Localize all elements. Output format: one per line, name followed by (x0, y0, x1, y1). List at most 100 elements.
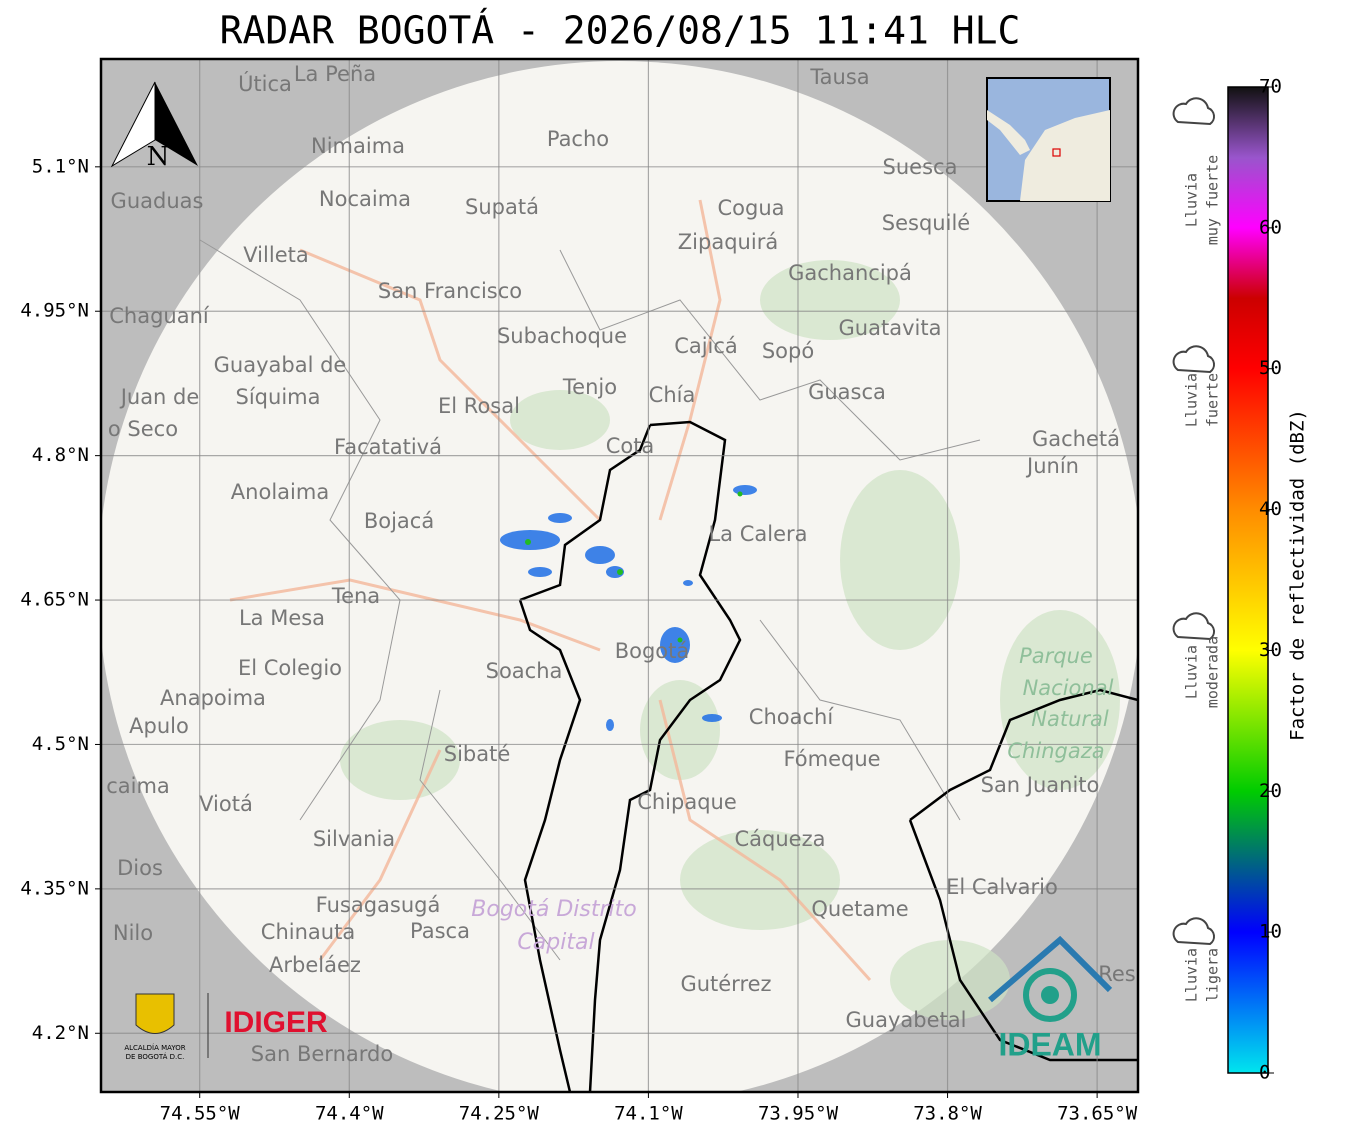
y-tick-label: 4.65°N (20, 589, 89, 611)
x-tick-label: 73.95°W (758, 1103, 839, 1125)
y-tick-label: 5.1°N (32, 155, 89, 177)
colorbar-tick-label: 70 (1259, 76, 1282, 98)
intensity-label: ligera (1204, 948, 1222, 1002)
place-label: Choachí (749, 705, 835, 729)
place-label: Silvania (313, 827, 395, 851)
logo-alcaldia: ALCALDÍA MAYOR DE BOGOTÁ D.C. (124, 993, 209, 1061)
place-label: Fusagasugá (316, 893, 441, 917)
place-label: Chipaque (637, 790, 737, 814)
place-label: Facatativá (334, 435, 442, 459)
place-label: o Seco (108, 417, 178, 441)
y-tick-label: 4.5°N (32, 733, 89, 755)
colorbar-ticks: 0 10 20 30 40 50 60 70 (1259, 76, 1282, 1084)
place-label: San Juanito (981, 773, 1100, 797)
grid (101, 59, 1138, 1092)
intensity-label: moderada (1204, 636, 1222, 708)
place-label: San Bernardo (251, 1042, 393, 1066)
place-label: Juan de (119, 385, 200, 409)
place-label: La Peña (294, 62, 376, 86)
radar-echoes-strong (525, 491, 743, 643)
x-tick-label: 73.65°W (1057, 1103, 1138, 1125)
weather-icon (1172, 97, 1215, 126)
colorbar-tick-label: 10 (1259, 921, 1282, 943)
place-label: Bojacá (364, 509, 434, 533)
x-tick-label: 74.25°W (459, 1103, 540, 1125)
north-arrow: N (110, 81, 198, 172)
place-label: Cáqueza (735, 827, 826, 851)
colorbar-tick-label: 20 (1259, 780, 1282, 802)
place-label: Anapoima (160, 686, 266, 710)
park-label: Natural (1031, 707, 1109, 731)
place-label: Tena (331, 584, 380, 608)
place-label: Zipaquirá (678, 230, 778, 254)
place-label: Bogotá (615, 639, 690, 663)
place-label: Sibaté (444, 742, 511, 766)
place-label: Tenjo (562, 375, 617, 399)
place-label: Junín (1025, 454, 1079, 478)
colorbar-tick-label: 0 (1259, 1062, 1270, 1084)
place-label: Guatavita (839, 316, 942, 340)
park-label: Chingaza (1007, 739, 1104, 763)
place-label: Útica (238, 71, 292, 96)
x-tick-label: 73.8°W (913, 1103, 982, 1125)
admin-boundaries (518, 420, 1138, 1092)
place-label: La Mesa (239, 606, 325, 630)
place-label: Viotá (199, 792, 253, 816)
ideam-text: IDEAM (998, 1026, 1101, 1062)
intensity-label: fuerte (1204, 373, 1222, 427)
place-label: Cajicá (674, 334, 738, 358)
intensity-label: Lluvia (1183, 373, 1201, 427)
place-label: Nocaima (319, 187, 411, 211)
place-label: Guasca (808, 380, 886, 404)
place-label: Chía (649, 383, 696, 407)
colorbar-tick-label: 50 (1259, 357, 1282, 379)
logo-idiger: IDIGER (224, 1006, 328, 1039)
weather-icon (1172, 917, 1215, 946)
place-label: Gutérrez (680, 972, 771, 996)
place-label: Guaduas (111, 189, 204, 213)
place-label: Cogua (717, 196, 784, 220)
district-label: Bogotá Distrito (471, 897, 636, 922)
x-tick-label: 74.55°W (160, 1103, 241, 1125)
logo-ideam: IDEAM (988, 935, 1113, 1062)
colorbar-tick-label: 40 (1259, 498, 1282, 520)
place-label: Dios (117, 856, 163, 880)
place-label: Sopó (762, 339, 814, 363)
place-label: El Rosal (438, 394, 520, 418)
map: Útica La Peña Tausa Pacho Nimaima Guaduas Noca… (101, 59, 1138, 1092)
place-label: Tausa (809, 65, 869, 89)
place-label: Cota (606, 434, 655, 458)
place-label: Chaguaní (109, 304, 210, 328)
place-label: Pasca (410, 919, 470, 943)
park-label: Parque (1019, 644, 1093, 668)
park-label: Nacional (1023, 676, 1114, 700)
intensity-label: Lluvia (1183, 948, 1201, 1002)
y-tick-label: 4.2°N (32, 1022, 89, 1044)
place-label: Sesquilé (882, 211, 970, 235)
colorbar-label: Factor de reflectividad (dBZ) (1287, 409, 1309, 741)
place-label: Suesca (883, 155, 958, 179)
place-label: Soacha (486, 659, 563, 683)
place-label: Gachetá (1032, 427, 1120, 451)
alcaldia-text: ALCALDÍA MAYOR (124, 1043, 185, 1052)
places: Útica La Peña Tausa Pacho Nimaima Guaduas Noca… (106, 62, 1136, 1066)
place-label: El Colegio (238, 656, 342, 680)
place-label: Gachancipá (788, 261, 912, 285)
place-label: Subachoque (497, 324, 627, 348)
colorbar-tick-label: 30 (1259, 639, 1282, 661)
y-tick-label: 4.95°N (20, 300, 89, 322)
place-label: Quetame (811, 897, 908, 921)
vegetation (340, 260, 1120, 1020)
colorbar-tick-label: 60 (1259, 216, 1282, 238)
place-label: San Francisco (378, 279, 522, 303)
place-label: Apulo (129, 714, 189, 738)
x-tick-label: 74.4°W (315, 1103, 384, 1125)
place-label: Chinauta (261, 920, 355, 944)
y-tick-label: 4.35°N (20, 877, 89, 899)
intensity-label: Lluvia (1183, 645, 1201, 699)
place-label: Nilo (113, 921, 153, 945)
place-label: El Calvario (946, 875, 1058, 899)
place-label: Fómeque (783, 747, 880, 771)
